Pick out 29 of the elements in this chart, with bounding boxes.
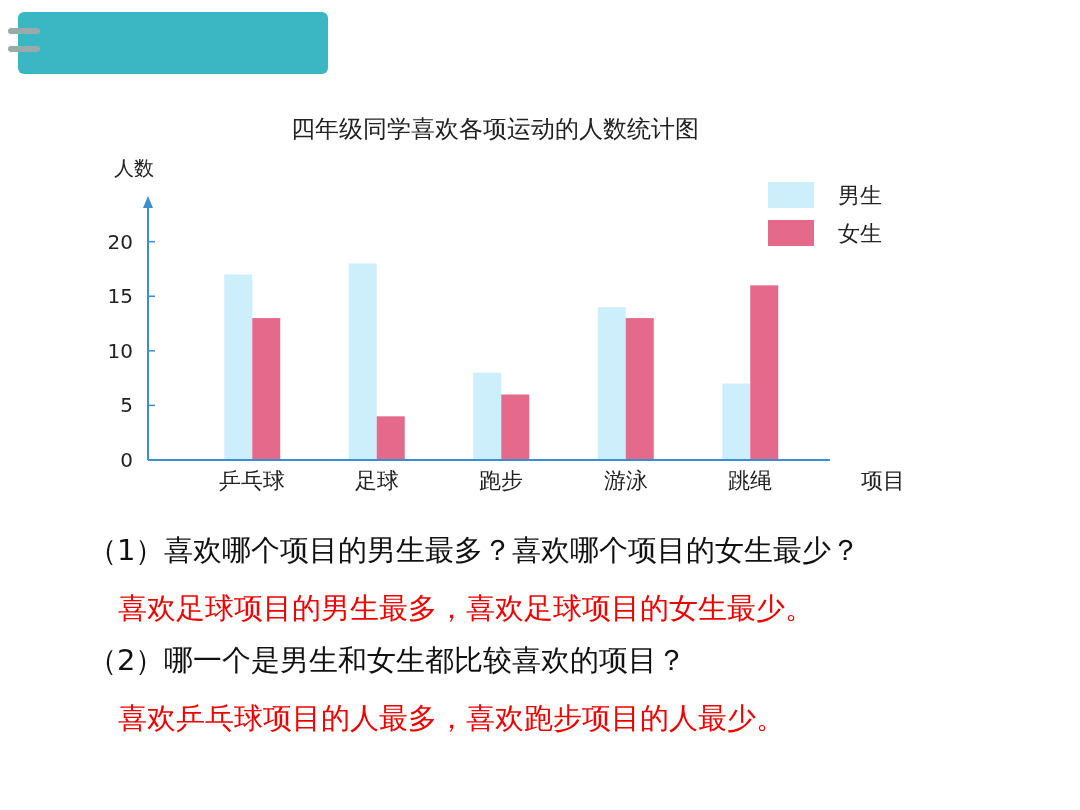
chart-title: 四年级同学喜欢各项运动的人数统计图 <box>291 115 699 143</box>
x-tick-label: 游泳 <box>603 468 648 493</box>
y-tick-label: 10 <box>107 338 133 363</box>
x-axis-title: 项目 <box>861 468 905 493</box>
x-tick-label: 跑步 <box>479 468 524 493</box>
bar <box>224 274 253 460</box>
bar <box>376 416 405 460</box>
y-tick-label: 0 <box>120 448 133 472</box>
x-tick-label: 足球 <box>354 468 399 493</box>
text: （1）喜欢哪个项目的男生最多？喜欢哪个项目的女生最少？ <box>88 533 861 567</box>
legend-label: 女生 <box>838 221 882 246</box>
bar <box>348 263 377 460</box>
text: （2）哪一个是男生和女生都比较喜欢的项目？ <box>88 643 687 677</box>
x-tick-label: 乒乓球 <box>219 468 286 493</box>
text: 喜欢乒乓球项目的人最多，喜欢跑步项目的人最少。 <box>118 701 785 735</box>
bar <box>473 372 502 460</box>
y-tick-label: 15 <box>107 284 133 309</box>
bar <box>501 394 530 460</box>
bar <box>722 383 751 460</box>
bar <box>750 285 779 460</box>
legend-label: 男生 <box>838 183 882 208</box>
bar <box>625 318 654 460</box>
text: 喜欢足球项目的男生最多，喜欢足球项目的女生最少。 <box>118 591 814 625</box>
bar <box>252 318 281 460</box>
y-tick-label: 5 <box>120 393 133 418</box>
bar <box>597 307 626 460</box>
y-axis-title: 人数 <box>114 156 154 180</box>
x-tick-label: 跳绳 <box>728 468 773 493</box>
y-tick-label: 20 <box>107 229 133 254</box>
